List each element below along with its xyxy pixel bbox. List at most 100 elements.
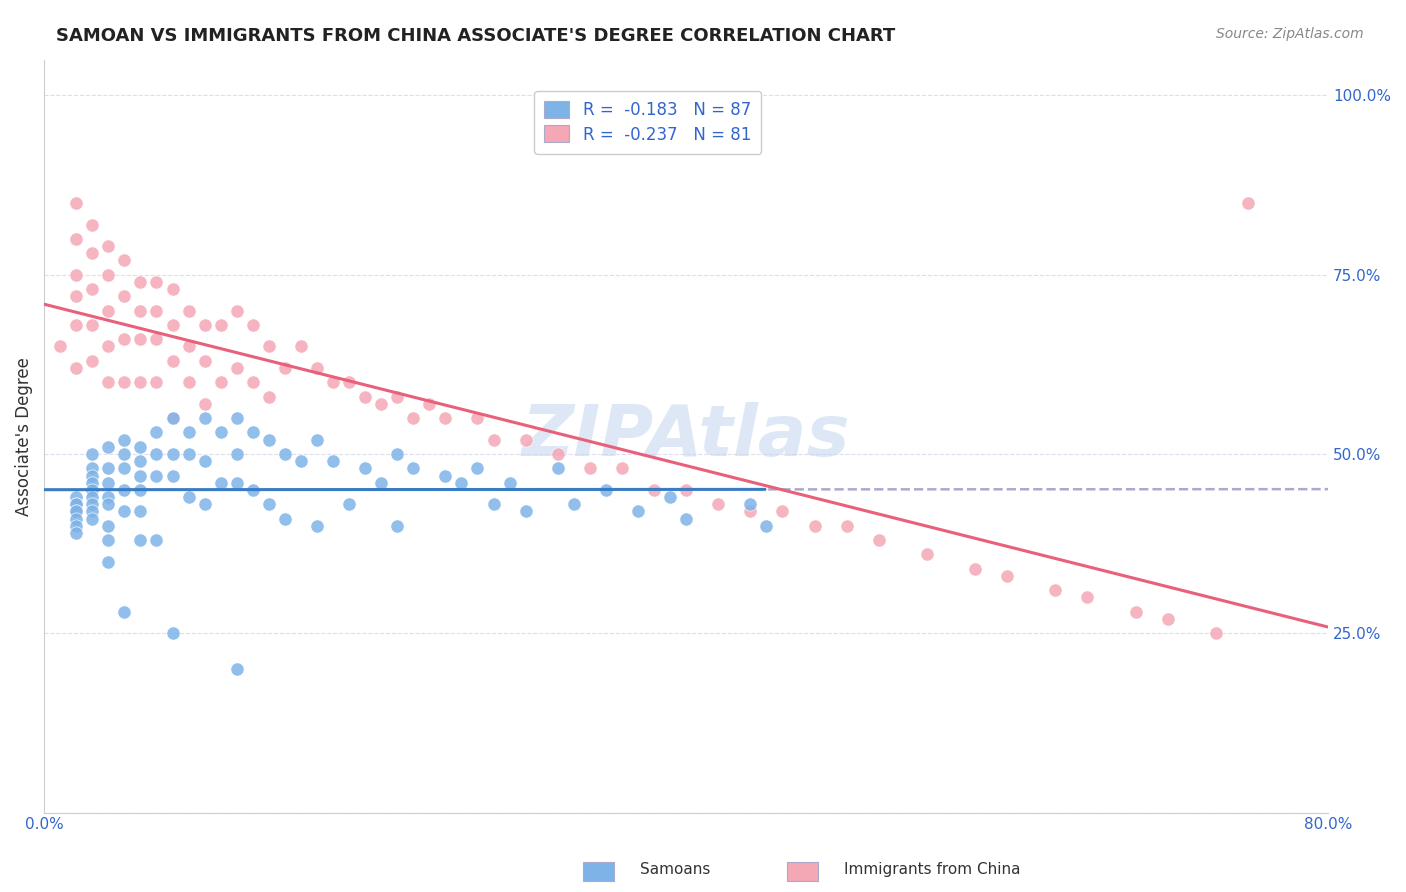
Point xyxy=(225,447,247,461)
Point xyxy=(65,232,87,246)
Point xyxy=(257,390,280,404)
Point xyxy=(659,490,682,504)
Point xyxy=(209,475,232,490)
Point xyxy=(225,411,247,425)
Point xyxy=(112,433,135,447)
Point xyxy=(610,461,633,475)
Point xyxy=(467,411,489,425)
Point xyxy=(803,518,825,533)
Point xyxy=(65,318,87,332)
Point xyxy=(82,218,104,232)
Point xyxy=(707,497,730,511)
Point xyxy=(547,447,569,461)
Point xyxy=(112,376,135,390)
Point xyxy=(274,511,297,525)
Y-axis label: Associate's Degree: Associate's Degree xyxy=(15,357,32,516)
Text: SAMOAN VS IMMIGRANTS FROM CHINA ASSOCIATE'S DEGREE CORRELATION CHART: SAMOAN VS IMMIGRANTS FROM CHINA ASSOCIAT… xyxy=(56,27,896,45)
Point xyxy=(257,339,280,353)
Text: Samoans: Samoans xyxy=(640,863,710,877)
Point xyxy=(194,454,217,468)
Point xyxy=(225,475,247,490)
Point xyxy=(82,282,104,296)
Point xyxy=(387,390,409,404)
Point xyxy=(627,504,650,518)
Point xyxy=(467,461,489,475)
Point xyxy=(97,518,120,533)
Point xyxy=(97,555,120,569)
Point xyxy=(129,483,152,497)
Point xyxy=(65,511,87,525)
Point xyxy=(112,504,135,518)
Point xyxy=(177,425,200,440)
Point xyxy=(547,461,569,475)
Point xyxy=(418,397,440,411)
Point xyxy=(82,511,104,525)
Point xyxy=(1205,626,1227,640)
Point xyxy=(1125,605,1147,619)
Point xyxy=(370,397,392,411)
Point xyxy=(354,461,377,475)
Point xyxy=(675,483,697,497)
Point xyxy=(162,468,184,483)
Point xyxy=(740,497,762,511)
Point xyxy=(194,411,217,425)
Point xyxy=(162,353,184,368)
Point xyxy=(242,425,264,440)
Point xyxy=(65,525,87,540)
Point xyxy=(82,353,104,368)
Point xyxy=(145,468,167,483)
Point xyxy=(112,461,135,475)
Point xyxy=(387,447,409,461)
Point xyxy=(305,360,328,375)
Point xyxy=(305,433,328,447)
Point xyxy=(242,318,264,332)
Point xyxy=(562,497,585,511)
Point xyxy=(65,497,87,511)
Point xyxy=(82,468,104,483)
Point xyxy=(177,447,200,461)
Point xyxy=(755,518,778,533)
Point xyxy=(995,569,1018,583)
Point xyxy=(194,397,217,411)
Point xyxy=(145,533,167,547)
Point xyxy=(209,376,232,390)
Point xyxy=(482,497,505,511)
Point xyxy=(97,239,120,253)
Point xyxy=(177,339,200,353)
Point xyxy=(225,360,247,375)
Point xyxy=(65,497,87,511)
Point xyxy=(337,497,360,511)
Point xyxy=(194,318,217,332)
Point xyxy=(82,461,104,475)
Point xyxy=(274,447,297,461)
Point xyxy=(145,376,167,390)
Point xyxy=(242,376,264,390)
Point xyxy=(97,533,120,547)
Point xyxy=(97,440,120,454)
Point xyxy=(145,425,167,440)
Point xyxy=(65,504,87,518)
Point xyxy=(129,332,152,346)
Point xyxy=(65,490,87,504)
Point xyxy=(177,376,200,390)
Point xyxy=(65,196,87,211)
Point xyxy=(498,475,520,490)
Point xyxy=(49,339,72,353)
Text: ZIPAtlas: ZIPAtlas xyxy=(522,401,851,471)
Point xyxy=(129,275,152,289)
Point xyxy=(209,318,232,332)
Point xyxy=(65,360,87,375)
Point xyxy=(97,339,120,353)
Point xyxy=(162,282,184,296)
Point xyxy=(145,332,167,346)
Point xyxy=(434,411,457,425)
Point xyxy=(305,518,328,533)
Point xyxy=(1156,612,1178,626)
Point xyxy=(482,433,505,447)
Point xyxy=(112,447,135,461)
Point xyxy=(112,253,135,268)
Point xyxy=(225,662,247,676)
Point xyxy=(65,289,87,303)
Point xyxy=(112,289,135,303)
Point xyxy=(97,268,120,282)
